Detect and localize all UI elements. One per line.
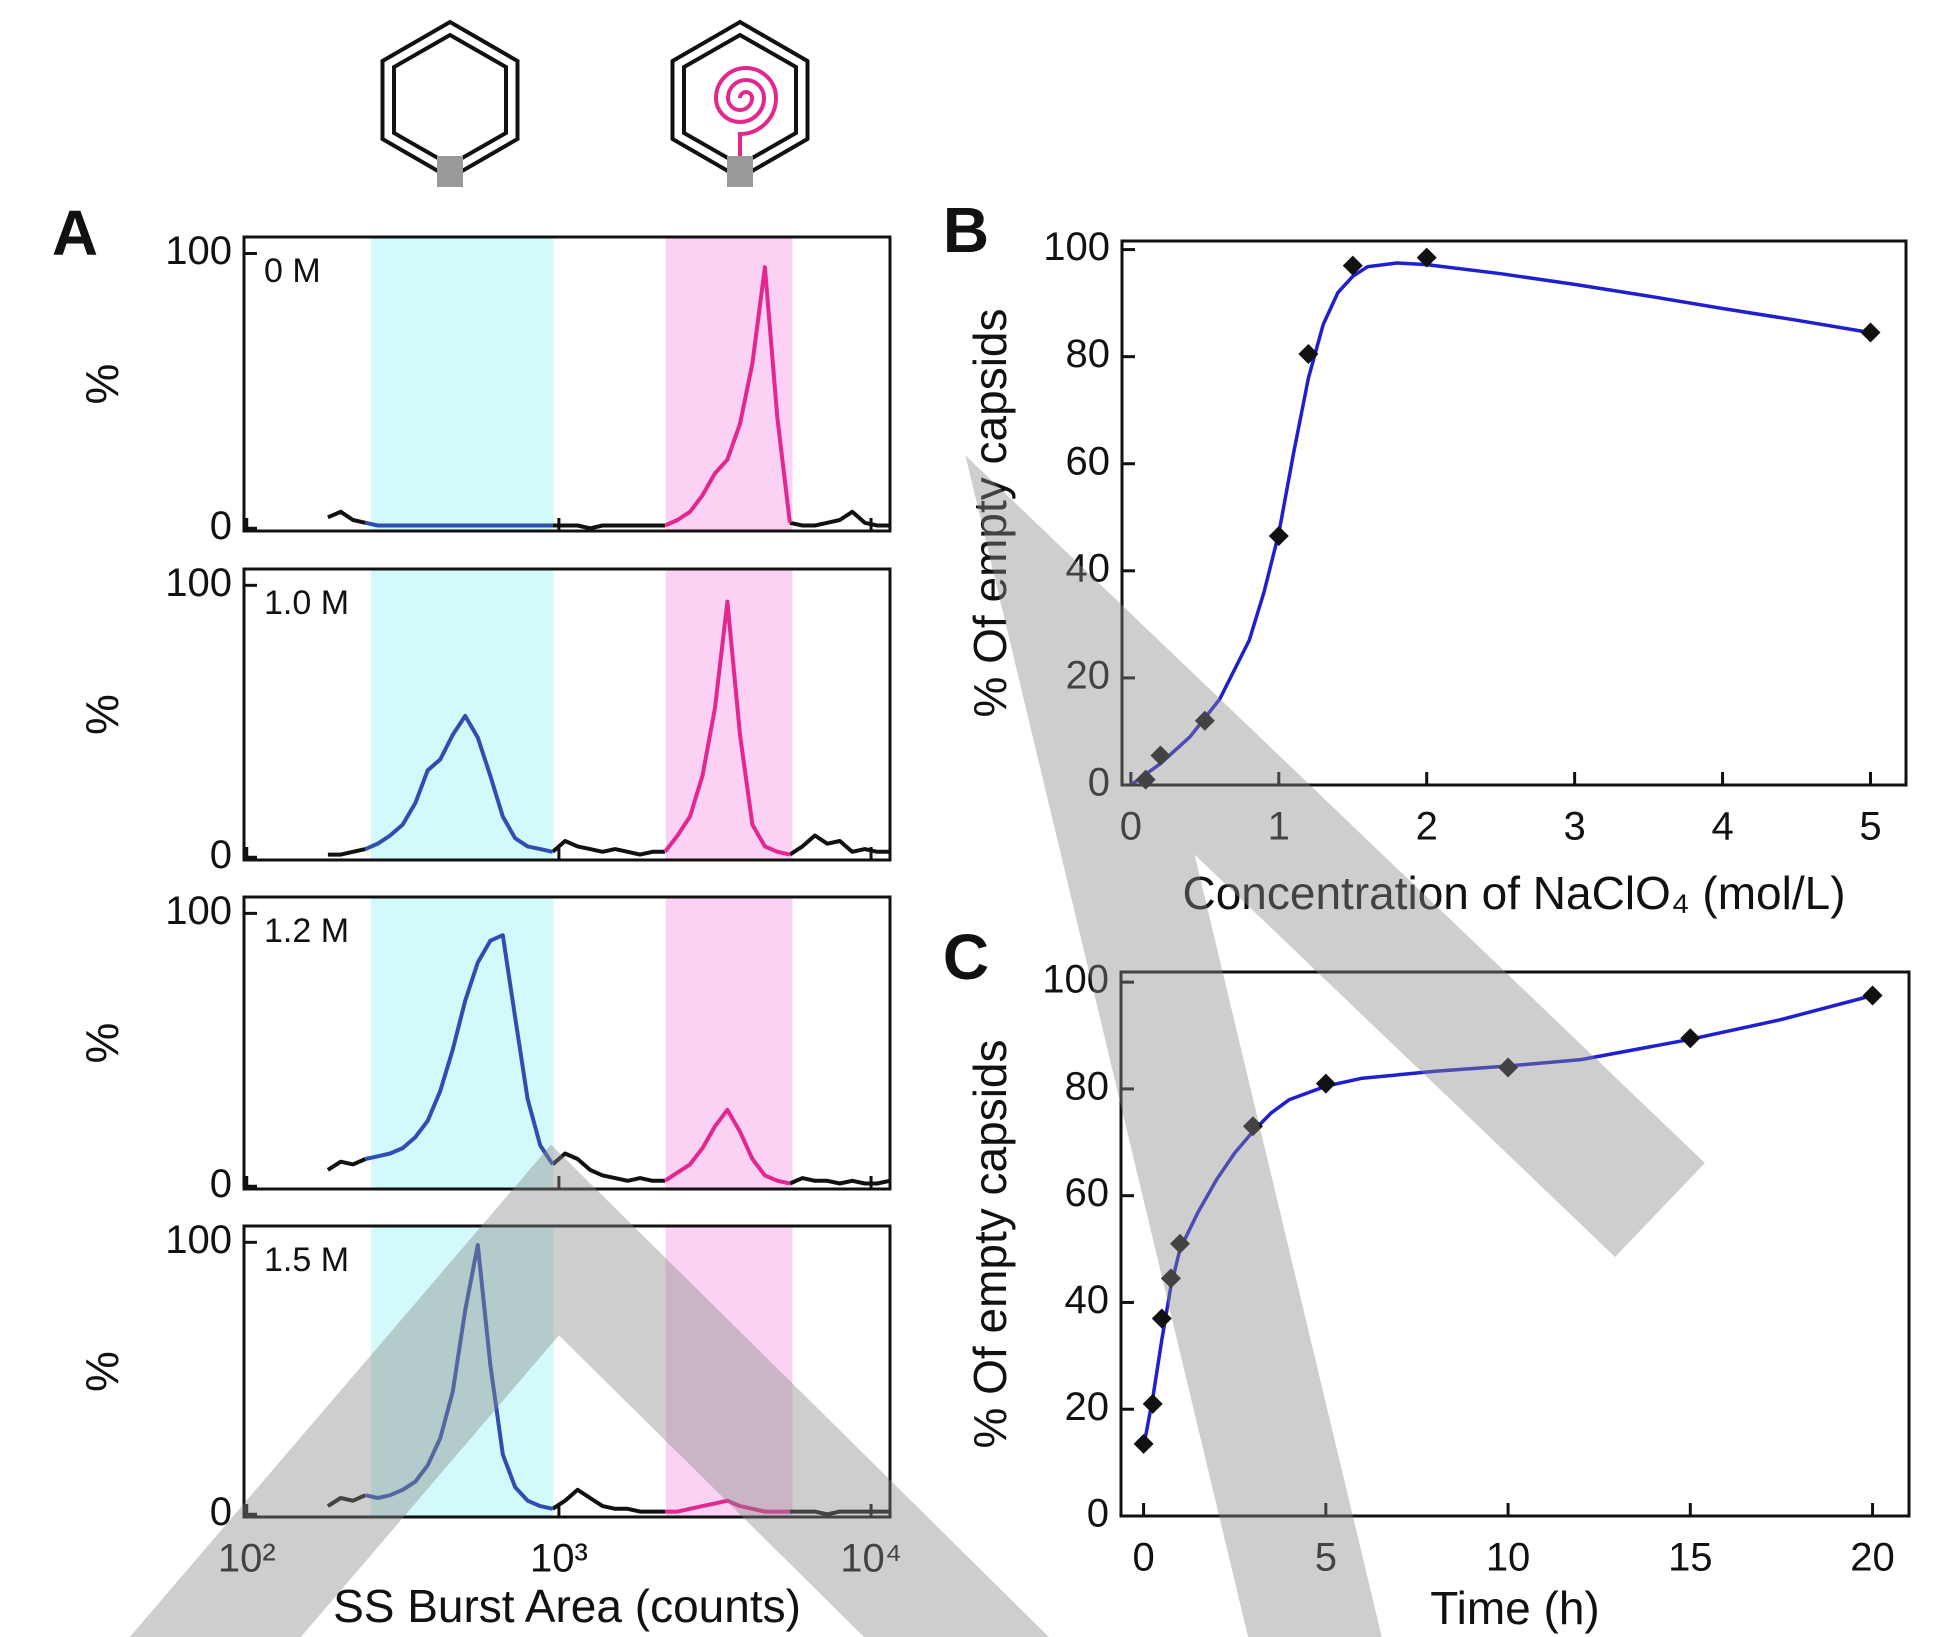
y-tick-label: 80: [1066, 332, 1111, 376]
plot-frame: [242, 567, 892, 862]
y-tick-label: 40: [1066, 546, 1111, 590]
data-point: [1151, 1308, 1172, 1329]
data-point: [1150, 745, 1171, 766]
x-tick-label: 20: [1850, 1536, 1895, 1580]
data-point: [1298, 343, 1319, 364]
shaded-band: [370, 569, 554, 860]
y-tick-label: 0: [1087, 1492, 1109, 1536]
histogram-line: [327, 509, 890, 531]
data-point: [1133, 1433, 1154, 1454]
shaded-band: [665, 1226, 793, 1517]
data-point: [1498, 1057, 1519, 1078]
x-tick-label: 5: [1315, 1536, 1337, 1580]
plot-frame: [242, 895, 892, 1191]
panel-letter: A: [52, 197, 98, 269]
y-tick-label: 20: [1065, 1385, 1110, 1429]
y-axis-label: % Of empty capsids: [964, 308, 1016, 717]
y-axis-label: %: [76, 694, 128, 735]
histogram-line: [663, 1107, 791, 1186]
data-point: [1416, 247, 1437, 268]
x-axis-label: Concentration of NaClO₄ (mol/L): [1182, 867, 1845, 919]
panel-annotation: 1.5 M: [264, 1241, 349, 1279]
x-tick-label: 5: [1859, 805, 1881, 849]
data-point: [1342, 255, 1363, 276]
y-tick-label: 0: [210, 1162, 232, 1206]
x-tick-label: 0: [1120, 805, 1142, 849]
panel-annotation: 0 M: [264, 252, 321, 290]
data-point: [1315, 1073, 1336, 1094]
data-point: [1170, 1233, 1191, 1254]
panel-letter: C: [943, 921, 989, 993]
x-tick-label: 4: [1711, 805, 1733, 849]
y-tick-label: 0: [210, 504, 232, 548]
histogram-line: [326, 1151, 891, 1186]
y-tick-label: 100: [165, 229, 232, 273]
empty-capsid-icon: [380, 19, 520, 187]
data-point: [1194, 710, 1215, 731]
histogram-line: [364, 520, 553, 528]
watermark: [129, 455, 1705, 1637]
x-tick-label: 15: [1668, 1536, 1713, 1580]
y-axis-label: %: [76, 364, 128, 405]
data-point: [1242, 1116, 1263, 1137]
plot-frame: [242, 1224, 892, 1519]
plot-frame: [242, 235, 892, 533]
y-tick-label: 0: [1088, 761, 1110, 805]
data-point: [1160, 1268, 1181, 1289]
x-axis-label: Time (h): [1430, 1582, 1600, 1634]
x-tick-label: 0: [1132, 1536, 1154, 1580]
histogram-line: [665, 1498, 790, 1514]
fit-line: [1129, 261, 1871, 787]
x-tick-label: 10²: [218, 1537, 276, 1581]
histogram-line: [364, 1243, 554, 1511]
shaded-band: [665, 237, 793, 531]
y-tick-label: 0: [210, 833, 232, 877]
histogram-line: [364, 933, 555, 1166]
panel-annotation: 1.2 M: [264, 912, 349, 950]
histogram-line: [664, 265, 792, 528]
y-tick-label: 100: [1043, 225, 1110, 269]
x-tick-label: 10: [1486, 1536, 1531, 1580]
x-tick-label: 10⁴: [840, 1537, 902, 1581]
data-point: [1680, 1028, 1701, 1049]
x-tick-label: 1: [1268, 805, 1290, 849]
y-axis-label: % Of empty capsids: [964, 1039, 1016, 1448]
y-tick-label: 40: [1065, 1278, 1110, 1322]
y-tick-label: 60: [1066, 439, 1111, 483]
data-point: [1268, 526, 1289, 547]
full-capsid-icon: [670, 19, 810, 187]
data-point: [1142, 1393, 1163, 1414]
y-tick-label: 100: [165, 561, 232, 605]
shaded-band: [665, 897, 793, 1189]
data-point: [1860, 322, 1881, 343]
x-tick-label: 10³: [530, 1537, 588, 1581]
data-point: [1862, 985, 1883, 1006]
y-axis-label: %: [76, 1351, 128, 1392]
y-tick-label: 60: [1065, 1171, 1110, 1215]
x-axis-label: SS Burst Area (counts): [333, 1580, 801, 1632]
histogram-line: [364, 713, 554, 854]
y-tick-label: 100: [1042, 958, 1109, 1002]
y-tick-label: 100: [165, 889, 232, 933]
x-tick-label: 3: [1564, 805, 1586, 849]
histogram-line: [327, 833, 890, 857]
y-tick-label: 100: [165, 1218, 232, 1262]
shaded-band: [370, 897, 554, 1189]
panel-letter: B: [943, 194, 989, 266]
x-tick-label: 2: [1416, 805, 1438, 849]
y-axis-label: %: [76, 1023, 128, 1064]
plot-frame: [1120, 239, 1908, 787]
shaded-band: [370, 1226, 554, 1517]
panel-annotation: 1.0 M: [264, 584, 349, 622]
plot-frame: [1119, 970, 1911, 1518]
histogram-line: [326, 1487, 890, 1517]
y-tick-label: 20: [1066, 653, 1111, 697]
histogram-line: [663, 599, 791, 857]
y-tick-label: 0: [210, 1490, 232, 1534]
y-tick-label: 80: [1065, 1064, 1110, 1108]
shaded-band: [370, 237, 554, 531]
